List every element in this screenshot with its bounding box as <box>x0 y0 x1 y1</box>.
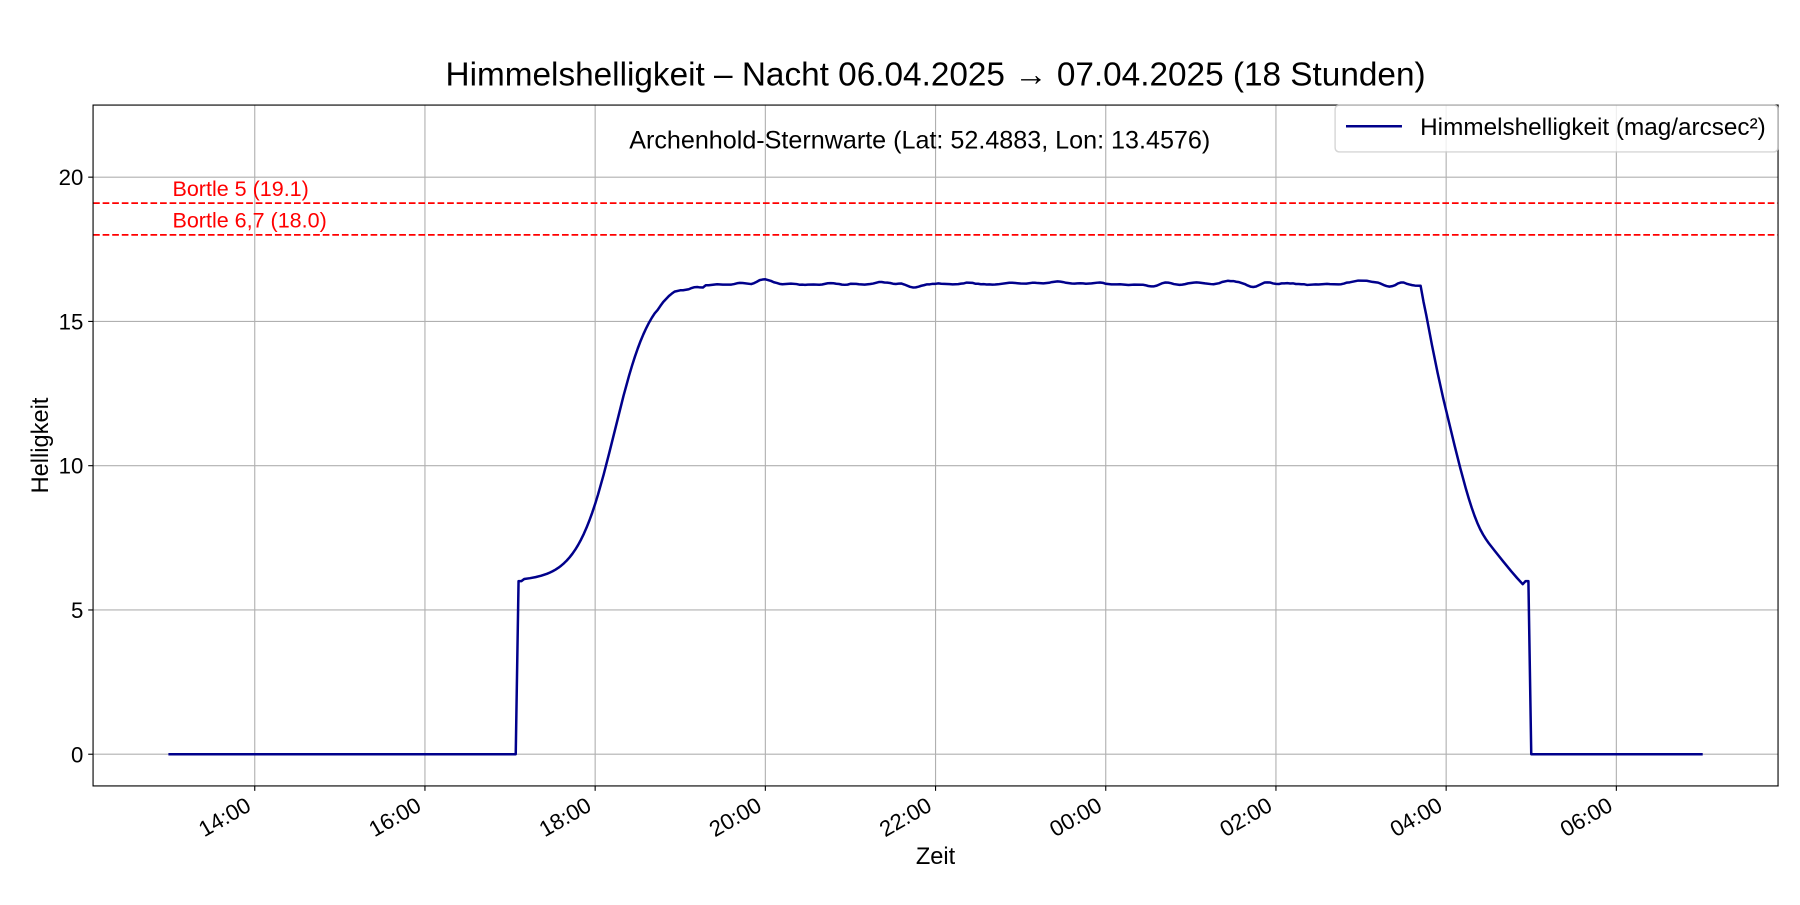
svg-text:Himmelshelligkeit – Nacht 06.0: Himmelshelligkeit – Nacht 06.04.2025 → 0… <box>446 57 1426 94</box>
svg-text:15: 15 <box>59 309 84 334</box>
svg-text:0: 0 <box>71 742 83 767</box>
svg-text:Bortle 5 (19.1): Bortle 5 (19.1) <box>172 177 308 201</box>
svg-text:Archenhold-Sternwarte (Lat: 52: Archenhold-Sternwarte (Lat: 52.4883, Lon… <box>629 126 1210 154</box>
svg-text:20: 20 <box>59 165 84 190</box>
svg-text:10: 10 <box>59 454 84 479</box>
svg-text:5: 5 <box>71 598 83 623</box>
svg-text:Bortle 6,7 (18.0): Bortle 6,7 (18.0) <box>172 209 326 233</box>
svg-text:Himmelshelligkeit (mag/arcsec²: Himmelshelligkeit (mag/arcsec²) <box>1420 114 1766 141</box>
svg-text:Zeit: Zeit <box>916 844 956 870</box>
svg-text:Helligkeit: Helligkeit <box>28 397 54 493</box>
